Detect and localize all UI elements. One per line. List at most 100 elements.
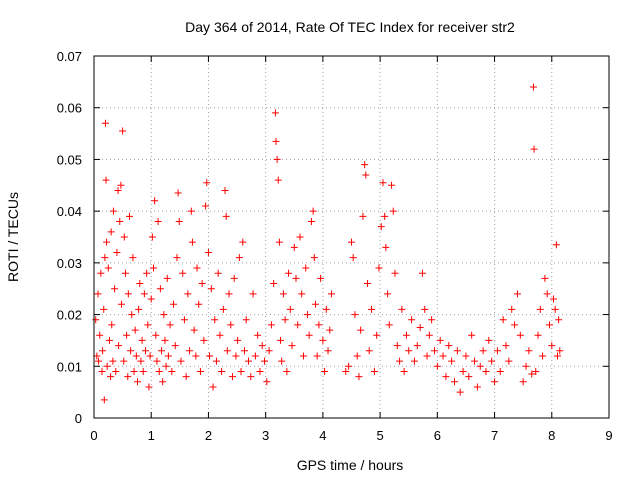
data-point [214,269,222,277]
data-point [267,321,275,329]
data-point [413,342,421,350]
data-point [271,109,279,117]
data-point [218,367,226,375]
x-tick-label: 8 [548,428,555,443]
data-point [473,383,481,391]
data-point [177,357,185,365]
y-tick-label: 0.06 [57,101,82,116]
data-point [249,290,257,298]
data-point [97,269,105,277]
data-point [377,223,385,231]
data-point [139,367,147,375]
data-point [129,254,137,262]
data-point [536,305,544,313]
data-point [530,145,538,153]
data-point [100,396,108,404]
data-point [114,186,122,194]
x-tick-label: 9 [605,428,612,443]
data-point [223,347,231,355]
data-point [242,316,250,324]
y-tick-label: 0 [75,411,82,426]
data-point [305,331,313,339]
data-point [321,367,329,375]
data-point [258,342,266,350]
data-point [135,305,143,313]
data-point [240,347,248,355]
data-point [551,305,559,313]
data-point [391,269,399,277]
data-point [351,311,359,319]
data-point [162,362,170,370]
data-point [552,241,560,249]
data-point [108,321,116,329]
data-point [179,269,187,277]
data-point [103,238,111,246]
data-point [232,352,240,360]
data-point [488,357,496,365]
data-point [396,357,404,365]
data-point [493,347,501,355]
data-point [190,326,198,334]
data-point [119,127,127,135]
data-point [511,321,519,329]
data-point [111,285,119,293]
data-point [549,295,557,303]
data-point [103,362,111,370]
data-point [193,264,201,272]
y-tick-label: 0.01 [57,359,82,374]
data-point [528,370,536,378]
data-point [445,342,453,350]
data-point [525,347,533,355]
data-point [292,274,300,282]
data-point [109,357,117,365]
data-point [541,274,549,282]
data-point [195,300,203,308]
data-point [357,326,365,334]
data-point [192,352,200,360]
data-point [439,352,447,360]
data-point [198,280,206,288]
data-point [136,280,144,288]
data-point [273,155,281,163]
data-point [355,373,363,381]
x-axis-label: GPS time / hours [297,457,404,473]
data-point [421,305,429,313]
data-point [159,378,167,386]
data-point [516,331,524,339]
data-point [153,357,161,365]
data-point [405,347,413,355]
data-point [319,336,327,344]
data-point [150,264,158,272]
x-tick-label: 4 [319,428,326,443]
data-point [166,321,174,329]
data-point [298,290,306,298]
data-point [485,336,493,344]
data-point [279,290,287,298]
data-point [442,373,450,381]
data-point [361,161,369,169]
data-point [147,295,155,303]
x-tick-label: 5 [376,428,383,443]
data-point [164,352,172,360]
data-point [92,316,100,324]
data-point [120,357,128,365]
data-point [425,331,433,339]
data-point [385,321,393,329]
data-point [161,336,169,344]
data-point [168,367,176,375]
data-point [430,347,438,355]
data-point [180,316,188,324]
data-point [127,347,135,355]
data-point [502,342,510,350]
data-point [137,357,145,365]
data-point [534,331,542,339]
data-point [143,269,151,277]
data-point [148,233,156,241]
y-tick-label: 0.05 [57,152,82,167]
data-point [381,212,389,220]
data-point [270,280,278,288]
data-point [256,367,264,375]
data-point [145,383,153,391]
data-point [482,367,490,375]
